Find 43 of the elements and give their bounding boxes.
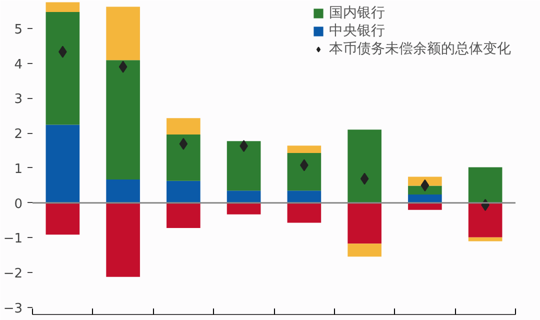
bar xyxy=(166,118,200,134)
bar xyxy=(46,202,80,235)
y-tick-label: 5 xyxy=(14,22,23,38)
bar xyxy=(226,141,261,191)
y-tick-label: −2 xyxy=(3,266,23,282)
bar xyxy=(226,190,261,203)
bar xyxy=(408,202,442,210)
bar xyxy=(166,134,200,181)
point xyxy=(179,138,188,150)
bar xyxy=(468,202,502,238)
bar xyxy=(46,12,80,125)
bar xyxy=(348,130,382,203)
legend-label: 本币债务未偿余额的总体变化 xyxy=(329,40,511,58)
bar xyxy=(287,152,322,191)
legend-label: 国内银行 xyxy=(329,4,385,22)
bar xyxy=(106,6,140,60)
y-tick-label: 1 xyxy=(14,162,23,177)
bar xyxy=(166,180,200,203)
y-tick-label: −1 xyxy=(3,232,23,247)
point xyxy=(420,179,430,192)
bar xyxy=(106,202,140,277)
legend-label: 中央银行 xyxy=(329,22,385,40)
y-tick-label: 0 xyxy=(14,196,23,212)
y-tick-label: 4 xyxy=(14,57,23,72)
bar xyxy=(468,167,502,203)
bar xyxy=(468,237,502,242)
point xyxy=(360,172,369,185)
y-tick-label: 2 xyxy=(14,127,23,142)
bar xyxy=(287,190,322,203)
bar xyxy=(226,202,261,214)
y-tick-label: 3 xyxy=(14,92,23,108)
bar xyxy=(348,244,382,257)
bar xyxy=(106,60,140,180)
bar xyxy=(166,202,200,228)
bar xyxy=(348,202,382,244)
bar xyxy=(408,186,442,194)
bar xyxy=(287,146,322,153)
bar xyxy=(46,124,80,203)
bar xyxy=(106,179,140,203)
point xyxy=(118,60,128,73)
bar xyxy=(287,202,322,223)
y-tick-label: −3 xyxy=(3,302,23,317)
bar xyxy=(46,2,80,12)
